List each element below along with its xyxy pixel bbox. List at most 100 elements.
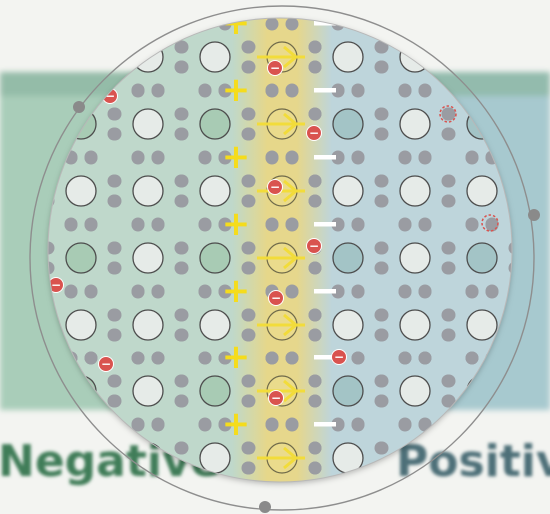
bond-electron <box>442 394 456 408</box>
bond-electron <box>218 351 232 365</box>
negative-ion-minus <box>314 155 336 160</box>
bond-electron <box>308 194 322 208</box>
bond-electron <box>375 40 389 54</box>
bond-electron <box>242 308 256 322</box>
bond-electron <box>351 84 365 98</box>
negative-ion-minus <box>314 422 336 427</box>
bond-electron <box>175 40 189 54</box>
bond-electron <box>175 174 189 188</box>
plus-sign: + <box>222 137 251 177</box>
bond-electron <box>308 174 322 188</box>
minus-sign <box>314 355 336 360</box>
silicon-atom <box>132 375 164 407</box>
bond-electron <box>242 127 256 141</box>
bond-electron <box>374 461 388 475</box>
electron-icon: − <box>267 60 283 76</box>
bond-electron <box>308 394 322 408</box>
bond-electron <box>175 127 189 141</box>
silicon-atom <box>332 242 364 274</box>
svg-text:−: − <box>309 126 319 140</box>
bond-electron <box>131 151 145 165</box>
junction-marks: +++++++−−−−−−−−−− <box>48 18 499 470</box>
bond-electron <box>218 285 232 299</box>
bond-electron <box>331 418 345 432</box>
drag-handle-icon[interactable] <box>259 501 271 513</box>
silicon-atom <box>399 309 431 341</box>
silicon-atom <box>466 175 498 207</box>
silicon-atom <box>199 41 231 73</box>
bond-electron <box>308 461 322 475</box>
electron-icon: − <box>306 238 322 254</box>
bond-electron <box>286 485 299 498</box>
bond-electron <box>242 441 256 455</box>
bond-electron <box>151 18 165 31</box>
silicon-atom <box>399 41 431 73</box>
hole-icon <box>481 214 499 232</box>
positive-label: Positive <box>396 436 550 487</box>
bond-electron <box>285 218 299 232</box>
bond-electron <box>242 241 256 255</box>
bond-electron <box>64 18 78 31</box>
bond-electron <box>108 174 122 188</box>
bond-electron <box>198 151 212 165</box>
bond-electron <box>285 84 299 98</box>
bond-electron <box>108 107 122 121</box>
bond-electron <box>485 18 499 31</box>
silicon-atom <box>132 175 164 207</box>
bond-electron <box>175 241 189 255</box>
lens-inner-ring <box>47 17 513 483</box>
bond-electron <box>108 127 122 141</box>
electron-icon: − <box>267 179 283 195</box>
bond-electron <box>398 18 412 31</box>
bond-electron <box>308 107 322 121</box>
silicon-atom <box>399 242 431 274</box>
bond-electron <box>265 351 279 365</box>
silicon-atom <box>199 442 231 474</box>
bond-electron <box>84 285 98 299</box>
silicon-atom <box>332 108 364 140</box>
bond-electron <box>151 285 165 299</box>
bond-electron <box>64 218 78 232</box>
bond-electron <box>131 18 145 31</box>
bond-electron <box>285 18 299 31</box>
drag-handle-icon[interactable] <box>528 209 540 221</box>
svg-text:−: − <box>271 291 281 305</box>
silicon-atom <box>199 309 231 341</box>
electron-icon: − <box>268 390 284 406</box>
bond-electron <box>351 218 365 232</box>
svg-text:−: − <box>105 89 115 103</box>
plus-sign: + <box>222 337 251 377</box>
bond-electron <box>375 461 389 475</box>
bond-electron <box>352 485 365 498</box>
bond-electron <box>242 394 256 408</box>
bond-electron <box>107 40 121 54</box>
bond-electron <box>418 351 432 365</box>
bond-electron <box>398 418 412 432</box>
plus-sign: + <box>222 404 251 444</box>
bond-electron <box>485 417 499 431</box>
drag-handle-icon[interactable] <box>73 101 85 113</box>
bond-electron <box>331 285 345 299</box>
bond-electron <box>442 127 456 141</box>
silicon-atom <box>466 309 498 341</box>
svg-text:−: − <box>334 350 344 364</box>
bond-electron <box>332 485 345 498</box>
bond-electron <box>442 194 456 208</box>
bond-electron <box>508 60 512 74</box>
bond-electron <box>242 261 256 275</box>
bond-electron <box>131 418 145 432</box>
positive-ion-plus: + <box>222 404 251 444</box>
svg-text:−: − <box>51 278 61 292</box>
bond-electron <box>351 351 365 365</box>
bond-electron <box>242 174 256 188</box>
right-arrow-icon <box>257 379 305 403</box>
bond-electron <box>375 374 389 388</box>
bond-electron <box>198 418 212 432</box>
bond-electron <box>108 241 122 255</box>
bond-electron <box>48 60 55 74</box>
bond-electron <box>84 151 98 165</box>
bond-electron <box>375 261 389 275</box>
bond-electron <box>308 374 322 388</box>
right-arrow-icon <box>257 246 305 270</box>
